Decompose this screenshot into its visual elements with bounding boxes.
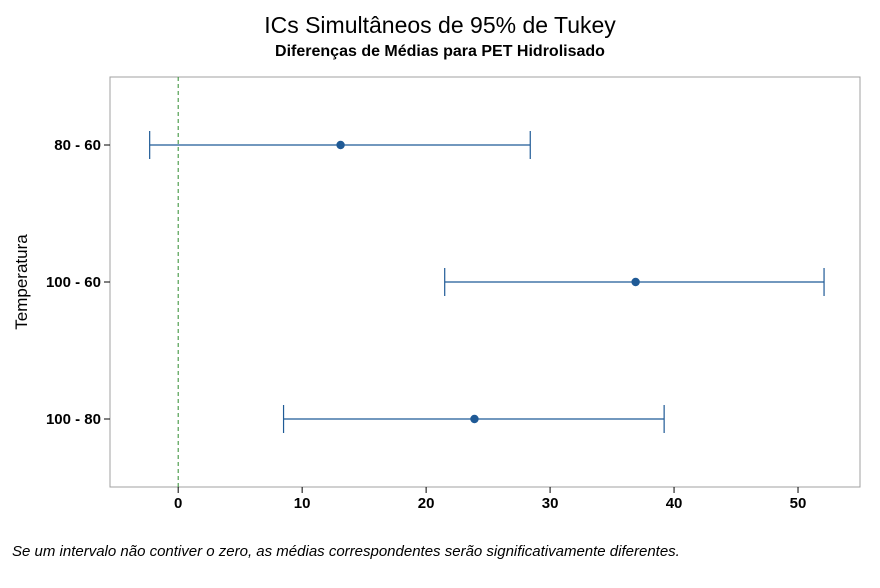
footnote: Se um intervalo não contiver o zero, as … [12, 543, 680, 560]
x-tick-label: 0 [174, 495, 182, 512]
x-tick-label: 50 [790, 495, 807, 512]
estimate-point [336, 140, 345, 150]
y-tick-label: 100 - 80 [46, 411, 101, 428]
estimate-point [470, 414, 479, 424]
chart-title: ICs Simultâneos de 95% de Tukey [264, 12, 616, 38]
x-tick-label: 30 [542, 495, 559, 512]
x-tick-label: 40 [666, 495, 683, 512]
x-tick-label: 10 [294, 495, 311, 512]
y-tick-label: 80 - 60 [54, 137, 101, 154]
chart-subtitle: Diferenças de Médias para PET Hidrolisad… [275, 43, 605, 60]
y-tick-label: 100 - 60 [46, 274, 101, 291]
estimate-point [631, 277, 640, 287]
x-tick-label: 20 [418, 495, 435, 512]
